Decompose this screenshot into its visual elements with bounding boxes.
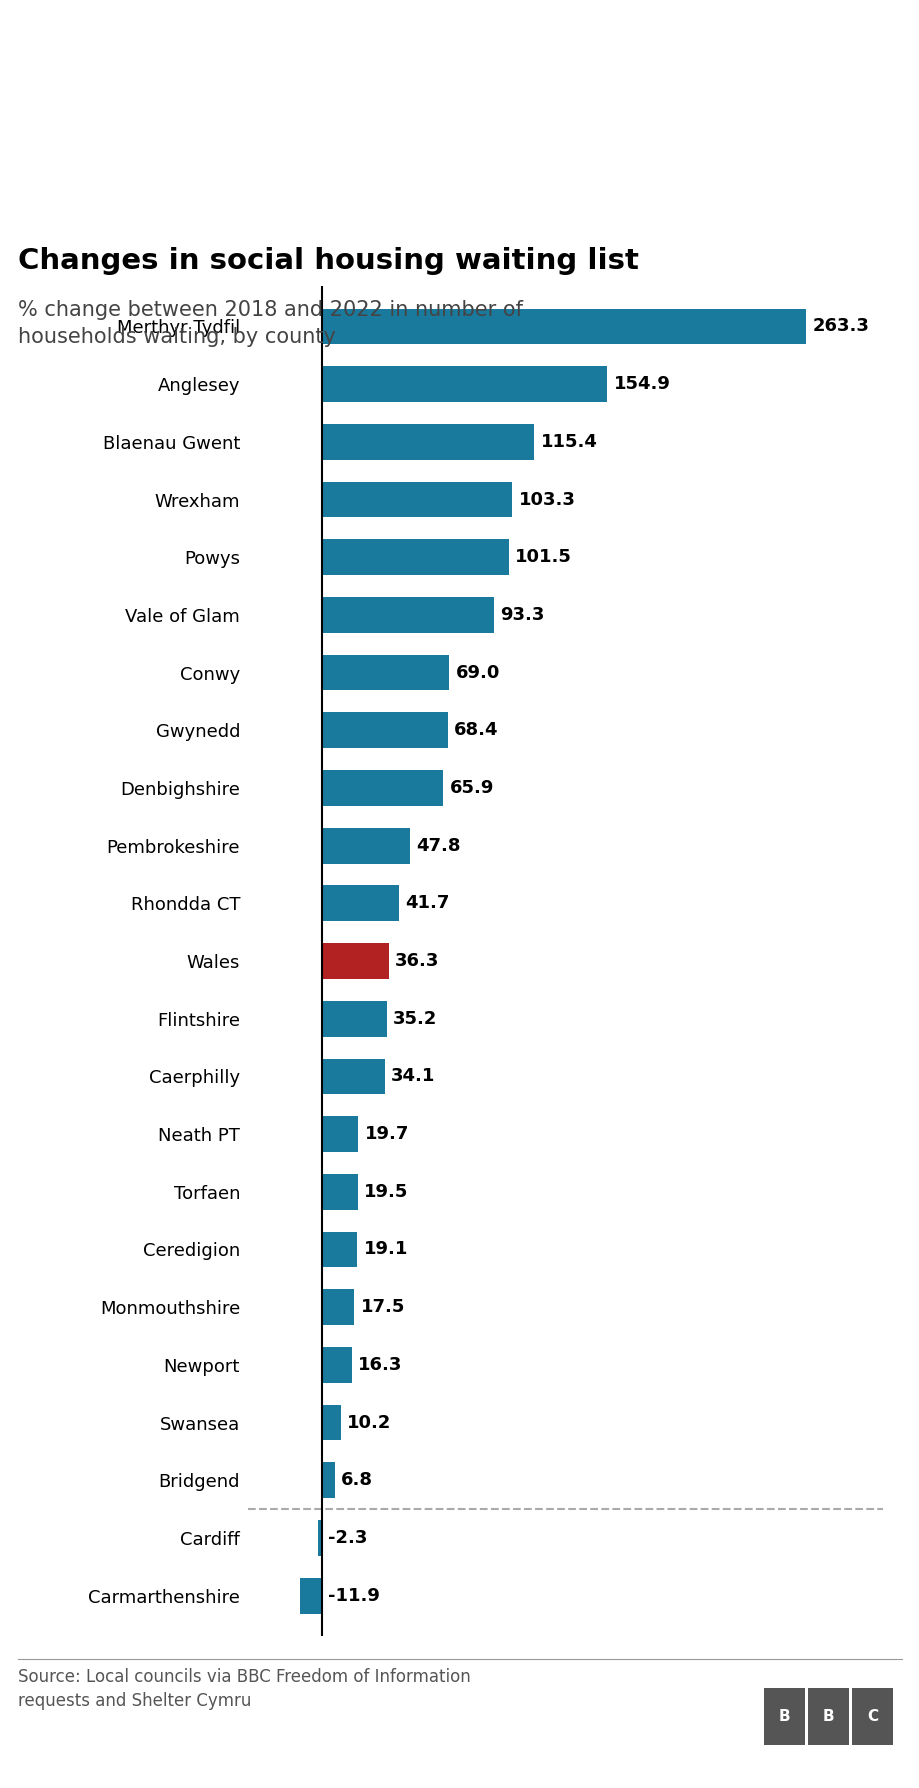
Text: -2.3: -2.3: [328, 1529, 368, 1547]
Text: 115.4: 115.4: [540, 433, 597, 451]
Bar: [322, 712, 448, 747]
Text: 19.5: 19.5: [364, 1184, 408, 1202]
Text: 154.9: 154.9: [613, 375, 670, 393]
Bar: [322, 597, 494, 633]
Bar: [322, 309, 806, 345]
Text: 17.5: 17.5: [360, 1298, 404, 1316]
Text: -11.9: -11.9: [328, 1586, 380, 1604]
Text: Changes in social housing waiting list: Changes in social housing waiting list: [18, 247, 639, 275]
Bar: [300, 1577, 322, 1613]
Bar: [322, 1175, 357, 1210]
Text: 263.3: 263.3: [812, 318, 868, 336]
Bar: [322, 1463, 335, 1498]
Bar: [322, 942, 389, 980]
Bar: [317, 1520, 322, 1556]
Text: 34.1: 34.1: [391, 1067, 435, 1085]
Bar: [322, 424, 534, 460]
Bar: [322, 828, 410, 864]
Bar: [322, 1346, 352, 1382]
Text: 19.1: 19.1: [363, 1241, 407, 1259]
Text: 69.0: 69.0: [455, 663, 499, 681]
Text: 93.3: 93.3: [500, 606, 544, 624]
Bar: [322, 771, 443, 806]
Text: B: B: [777, 1709, 789, 1724]
Text: 47.8: 47.8: [416, 837, 460, 855]
Bar: [322, 367, 607, 402]
Text: 10.2: 10.2: [346, 1414, 391, 1432]
Text: 101.5: 101.5: [515, 549, 572, 567]
Text: 103.3: 103.3: [518, 490, 574, 508]
Text: 19.7: 19.7: [364, 1125, 409, 1143]
Text: C: C: [866, 1709, 878, 1724]
Text: 68.4: 68.4: [454, 721, 498, 738]
Bar: [322, 1116, 357, 1151]
Bar: [322, 1001, 386, 1037]
Bar: [322, 654, 448, 690]
Text: 65.9: 65.9: [449, 780, 494, 797]
Text: 41.7: 41.7: [404, 894, 449, 912]
Bar: [322, 1232, 357, 1268]
Text: 36.3: 36.3: [395, 951, 439, 971]
Bar: [322, 540, 508, 576]
Text: 6.8: 6.8: [341, 1472, 372, 1489]
Bar: [322, 885, 398, 921]
Text: Source: Local councils via BBC Freedom of Information
requests and Shelter Cymru: Source: Local councils via BBC Freedom o…: [18, 1668, 471, 1709]
Text: % change between 2018 and 2022 in number of
households waiting, by county: % change between 2018 and 2022 in number…: [18, 300, 523, 347]
Bar: [322, 481, 512, 517]
Text: B: B: [822, 1709, 834, 1724]
Text: 35.2: 35.2: [392, 1010, 437, 1028]
Text: 16.3: 16.3: [358, 1355, 403, 1373]
Bar: [322, 1289, 354, 1325]
Bar: [322, 1058, 384, 1094]
Bar: [322, 1405, 340, 1441]
